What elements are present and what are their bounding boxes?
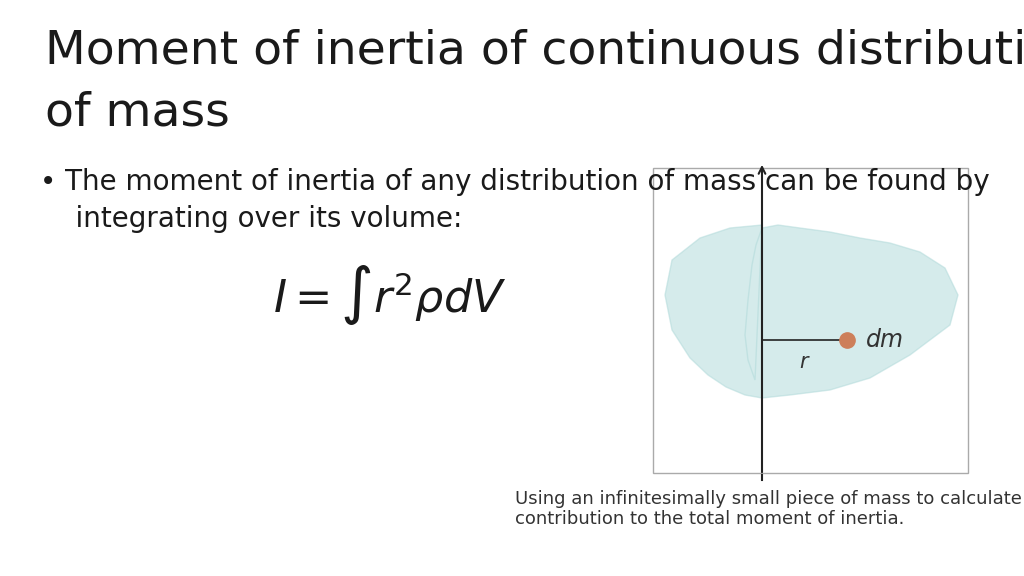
Text: $I = \int r^2\rho dV$: $I = \int r^2\rho dV$ (273, 263, 507, 327)
Bar (653, 168, 968, 473)
Text: Moment of inertia of continuous distribution: Moment of inertia of continuous distribu… (45, 28, 1024, 73)
Text: $r$: $r$ (799, 352, 810, 372)
Text: Using an infinitesimally small piece of mass to calculate the: Using an infinitesimally small piece of … (515, 490, 1024, 508)
Text: • The moment of inertia of any distribution of mass can be found by: • The moment of inertia of any distribut… (40, 168, 989, 196)
Text: integrating over its volume:: integrating over its volume: (40, 205, 463, 233)
Text: contribution to the total moment of inertia.: contribution to the total moment of iner… (515, 510, 904, 528)
Text: of mass: of mass (45, 90, 229, 135)
Polygon shape (665, 225, 958, 398)
Text: $dm$: $dm$ (865, 328, 903, 352)
